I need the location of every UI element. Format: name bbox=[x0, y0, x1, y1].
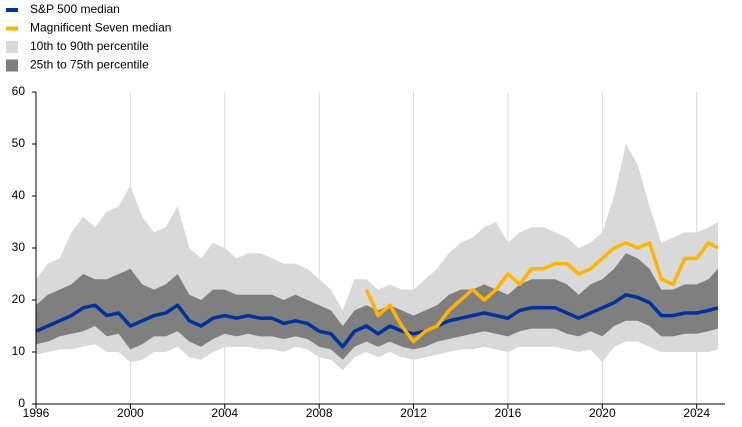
x-tick-label: 2016 bbox=[495, 406, 522, 420]
legend-swatch bbox=[6, 41, 18, 53]
y-tick-label: 50 bbox=[12, 136, 26, 150]
x-tick-label: 2020 bbox=[589, 406, 616, 420]
x-tick-label: 1996 bbox=[23, 406, 50, 420]
y-tick-label: 10 bbox=[12, 344, 26, 358]
line bbox=[364, 241, 719, 344]
line bbox=[35, 293, 719, 349]
y-tick-label: 60 bbox=[12, 84, 26, 98]
legend-label: 25th to 75th percentile bbox=[30, 58, 149, 72]
x-tick-label: 2000 bbox=[117, 406, 144, 420]
y-tick-label: 0 bbox=[18, 396, 25, 410]
legend-label: Magnificent Seven median bbox=[30, 21, 171, 35]
y-tick-label: 30 bbox=[12, 240, 26, 254]
band-area bbox=[36, 253, 718, 360]
y-tick-label: 20 bbox=[12, 292, 26, 306]
legend-swatch bbox=[6, 59, 18, 72]
x-tick-label: 2004 bbox=[211, 406, 238, 420]
x-tick-label: 2012 bbox=[400, 406, 427, 420]
x-tick-label: 2024 bbox=[683, 406, 710, 420]
x-tick-label: 2008 bbox=[306, 406, 333, 420]
legend-label: 10th to 90th percentile bbox=[30, 39, 149, 53]
y-tick-label: 40 bbox=[12, 188, 26, 202]
legend-label: S&P 500 median bbox=[30, 2, 120, 16]
